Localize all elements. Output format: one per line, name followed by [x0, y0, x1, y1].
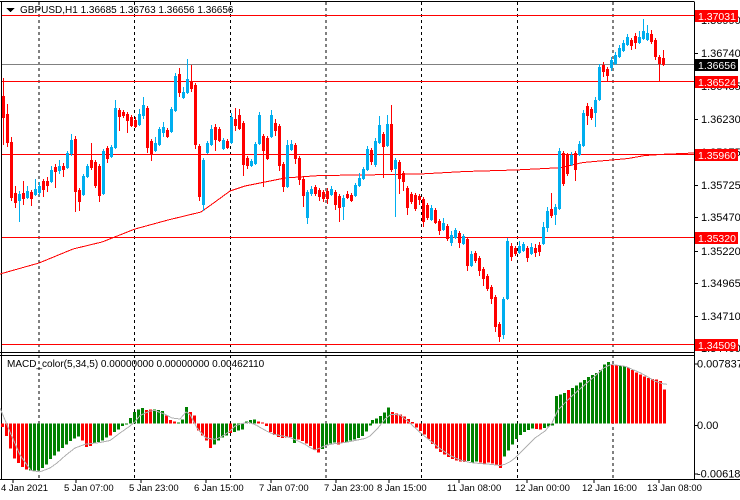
svg-text:1.36656: 1.36656: [698, 60, 736, 72]
svg-text:1.36524: 1.36524: [698, 77, 736, 89]
svg-text:6 Jan 15:00: 6 Jan 15:00: [194, 483, 244, 494]
svg-text:MACD_color(5,34,5) 0.00000000: MACD_color(5,34,5) 0.00000000 0.00000000…: [7, 359, 265, 370]
svg-text:1.35725: 1.35725: [701, 180, 740, 192]
svg-text:1.36230: 1.36230: [701, 114, 740, 126]
svg-text:7 Jan 07:00: 7 Jan 07:00: [259, 483, 309, 494]
svg-text:4 Jan 2021: 4 Jan 2021: [1, 483, 48, 494]
svg-text:0.00: 0.00: [697, 420, 718, 432]
svg-text:13 Jan 08:00: 13 Jan 08:00: [647, 483, 702, 494]
svg-text:1.34509: 1.34509: [698, 340, 736, 352]
svg-text:1.35220: 1.35220: [701, 246, 740, 258]
svg-text:8 Jan 15:00: 8 Jan 15:00: [377, 483, 427, 494]
svg-text:7 Jan 23:00: 7 Jan 23:00: [324, 483, 374, 494]
svg-text:12 Jan 00:00: 12 Jan 00:00: [515, 483, 570, 494]
svg-text:5 Jan 23:00: 5 Jan 23:00: [129, 483, 179, 494]
svg-text:1.34710: 1.34710: [701, 311, 740, 323]
svg-text:1.36740: 1.36740: [701, 48, 740, 60]
svg-text:0.0078378: 0.0078378: [697, 359, 740, 371]
svg-text:1.34965: 1.34965: [701, 278, 740, 290]
svg-text:12 Jan 16:00: 12 Jan 16:00: [582, 483, 637, 494]
svg-text:1.35320: 1.35320: [698, 233, 736, 245]
svg-text:1.37031: 1.37031: [698, 11, 736, 23]
svg-text:-0.0061836: -0.0061836: [697, 469, 740, 481]
svg-text:11 Jan 08:00: 11 Jan 08:00: [447, 483, 501, 494]
svg-text:1.35960: 1.35960: [698, 150, 736, 162]
svg-text:1.35470: 1.35470: [701, 212, 740, 224]
svg-text:GBPUSD,H1 1.36685 1.36763 1.3: GBPUSD,H1 1.36685 1.36763 1.36656 1.3665…: [20, 5, 234, 16]
svg-text:5 Jan 07:00: 5 Jan 07:00: [64, 483, 114, 494]
